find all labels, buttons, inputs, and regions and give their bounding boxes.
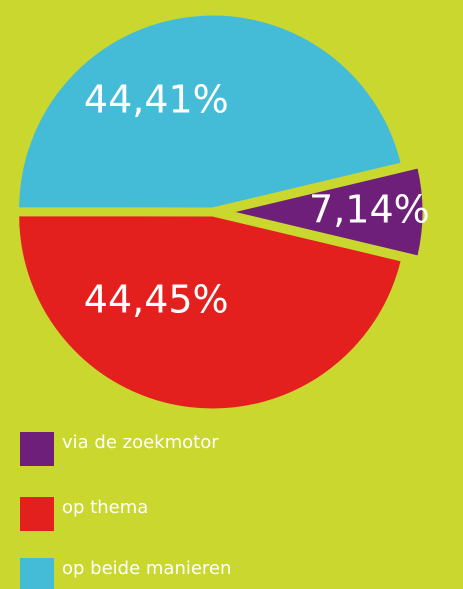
value-label: 44,45% (84, 277, 229, 321)
legend-swatch (20, 497, 54, 531)
value-label: 7,14% (309, 188, 430, 232)
legend-swatch (20, 432, 54, 466)
legend-label: op beide manieren (62, 558, 231, 579)
legend-label: op thema (62, 497, 148, 518)
pie-slice (16, 12, 405, 211)
pie-slice (16, 213, 405, 412)
legend-swatch (20, 558, 54, 589)
value-label: 44,41% (84, 78, 229, 122)
legend-label: via de zoekmotor (62, 432, 219, 453)
pie-slice (228, 165, 426, 259)
